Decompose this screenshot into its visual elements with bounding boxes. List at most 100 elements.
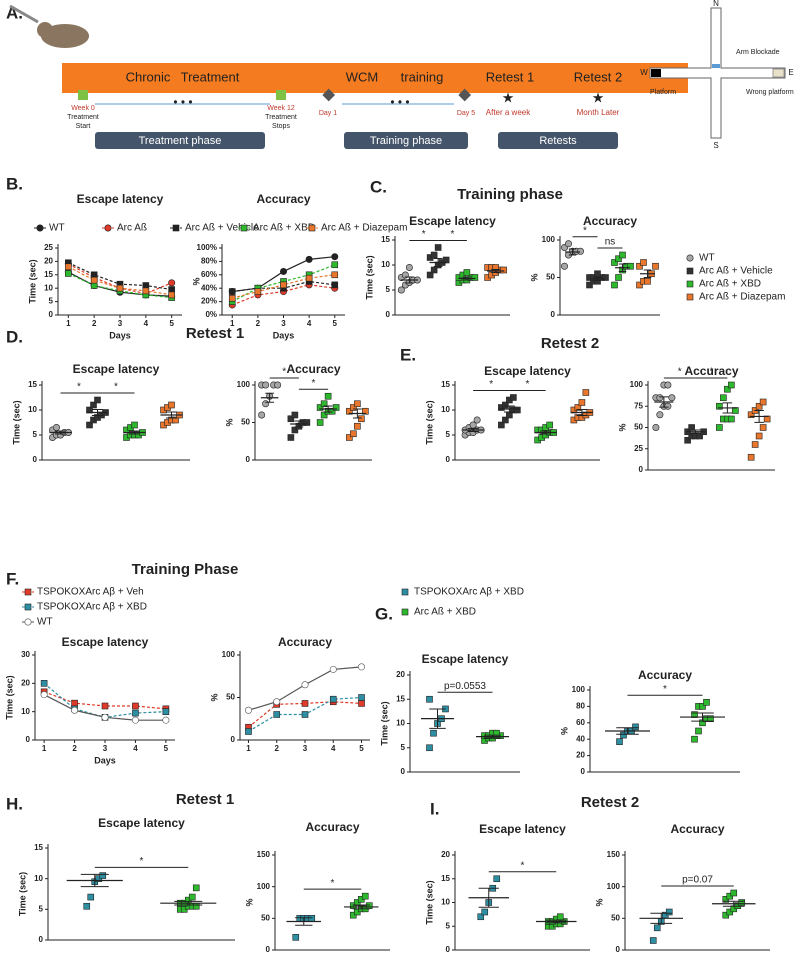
marker xyxy=(346,407,353,415)
annotation: * xyxy=(331,878,335,889)
error-bar xyxy=(429,708,446,729)
marker xyxy=(308,224,316,232)
milestone-square xyxy=(78,90,88,100)
y-tick-label: 100% xyxy=(197,243,217,252)
legend-label: Arc Aß + Vehicle xyxy=(699,266,773,277)
annotation: * xyxy=(521,860,525,871)
x-tick-label: 1 xyxy=(230,319,235,328)
y-tick-label: 60% xyxy=(201,270,217,279)
milestone-note: Treatment xyxy=(67,114,99,121)
marker xyxy=(36,224,44,232)
x-tick-label: 4 xyxy=(307,319,312,328)
marker xyxy=(228,288,236,295)
marker xyxy=(615,255,622,263)
marker xyxy=(168,291,175,299)
marker xyxy=(546,421,553,429)
marker xyxy=(329,695,337,703)
chart-title: Accuracy xyxy=(684,364,738,378)
panel-label: H. xyxy=(6,794,23,813)
y-tick-label: 15 xyxy=(441,380,450,389)
marker xyxy=(287,434,295,441)
marker xyxy=(730,889,738,897)
phase-box xyxy=(344,132,468,149)
marker xyxy=(636,281,643,289)
legend-label: Arc Aß + XBD xyxy=(414,607,476,618)
error-bar xyxy=(174,900,203,906)
marker xyxy=(502,401,509,409)
error-bar xyxy=(618,263,627,272)
marker xyxy=(331,281,339,289)
marker xyxy=(101,702,109,710)
y-tick-label: 150 xyxy=(257,850,271,859)
legend-label: TSPOKOXArc Aβ + XBD xyxy=(37,602,147,613)
error-bar xyxy=(616,727,639,735)
marker xyxy=(280,281,287,289)
y-tick-label: 5 xyxy=(446,921,451,930)
chart-title: Accuracy xyxy=(583,214,637,228)
marker xyxy=(703,698,710,706)
legend-label: WT xyxy=(49,223,65,234)
legend-label: Arc Aß + Diazepam xyxy=(699,292,785,303)
marker xyxy=(162,716,170,724)
marker xyxy=(305,255,313,263)
error-bar xyxy=(722,900,745,907)
y-tick-label: 40 xyxy=(576,734,585,743)
annotation: * xyxy=(583,225,587,236)
annotation: * xyxy=(526,379,530,390)
marker xyxy=(430,251,438,259)
panel-label: A. xyxy=(6,3,23,22)
legend-label: Arc Aß + Diazepam xyxy=(321,223,407,234)
marker xyxy=(329,665,337,673)
marker xyxy=(303,419,311,426)
marker xyxy=(716,402,723,410)
line xyxy=(43,682,166,718)
legend-label: TSPOKOXArc Aβ + Veh xyxy=(37,587,144,598)
marker xyxy=(316,404,324,411)
y-tick-label: 10 xyxy=(441,898,450,907)
marker xyxy=(131,421,138,429)
y-axis-label: % xyxy=(594,898,604,906)
marker xyxy=(759,398,767,406)
y-axis-label: Time (sec) xyxy=(11,400,21,444)
marker xyxy=(616,738,623,745)
y-tick-label: 100 xyxy=(607,882,621,891)
marker xyxy=(514,406,521,414)
marker xyxy=(273,711,281,718)
marker xyxy=(759,424,767,431)
syringe xyxy=(9,4,39,24)
marker xyxy=(644,277,651,285)
y-tick-label: 0 xyxy=(639,465,644,474)
x-tick-label: 3 xyxy=(281,319,286,328)
y-tick-label: 20 xyxy=(576,751,585,760)
marker xyxy=(287,415,295,423)
y-tick-label: 5 xyxy=(49,297,54,306)
marker xyxy=(471,274,479,281)
panel-a: A. Chronic Treatment WCM training Retest… xyxy=(6,0,794,150)
x-tick-label: 5 xyxy=(333,319,338,328)
annotation: ns xyxy=(605,237,616,248)
marker xyxy=(101,713,109,721)
marker xyxy=(397,286,405,294)
panel-title: Training phase xyxy=(457,186,563,203)
marker xyxy=(262,381,270,389)
dots: • • • xyxy=(390,95,409,109)
y-tick-label: 15 xyxy=(28,380,37,389)
y-tick-label: 0 xyxy=(39,935,44,944)
chart-title: Escape latency xyxy=(62,635,149,649)
y-tick-label: 100 xyxy=(542,235,556,244)
annotation: * xyxy=(678,367,682,378)
maze-label: Wrong platform xyxy=(746,89,794,96)
error-bar xyxy=(568,248,577,256)
chart-title: Escape latency xyxy=(422,652,509,666)
bar-text: Retest 1 xyxy=(486,69,534,84)
legend-label: Arc Aß + XBD xyxy=(699,279,761,290)
panel-title: Retest 2 xyxy=(581,794,639,811)
marker xyxy=(104,224,112,232)
marker xyxy=(365,902,373,909)
marker xyxy=(262,400,270,408)
marker xyxy=(426,744,433,752)
error-bar xyxy=(54,430,67,435)
y-tick-label: 100 xyxy=(222,650,236,659)
marker xyxy=(477,913,485,921)
